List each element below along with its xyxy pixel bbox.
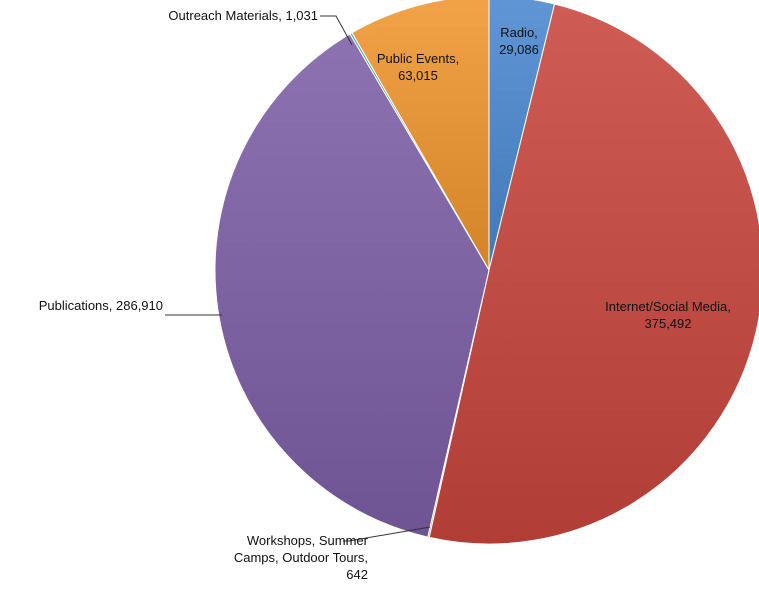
data-label-radio: Radio, 29,086 (499, 25, 539, 57)
data-label-workshops-summer-camps-outdoor-tours: Workshops, Summer Camps, Outdoor Tours, 64… (234, 533, 369, 582)
leader-lines (165, 15, 431, 542)
leader-line-workshops-summer-camps-outdoor-tours (343, 526, 431, 542)
pie-slices (214, 0, 759, 545)
pie-slice-public-events (351, 0, 490, 272)
data-label-publications: Publications, 286,910 (39, 298, 163, 313)
data-label-public-events: Public Events, 63,015 (377, 51, 459, 83)
data-label-internet-social-media: Internet/Social Media, 375,492 (605, 299, 731, 331)
pie-slice-internet-social-media (428, 3, 759, 545)
data-label-outreach-materials: Outreach Materials, 1,031 (168, 8, 318, 23)
slice-labels: Radio, 29,086 Internet/Social Media, 375,49… (39, 8, 731, 582)
leader-line-outreach-materials (320, 15, 353, 46)
pie-slice-publications (214, 33, 490, 538)
